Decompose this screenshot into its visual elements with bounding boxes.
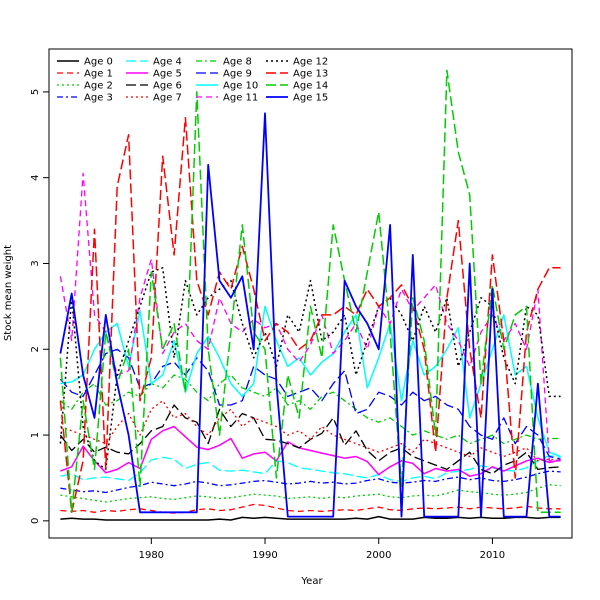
series-line-age-15 bbox=[59, 112, 561, 518]
series-line-age-3 bbox=[60, 470, 561, 494]
series-line-age-11 bbox=[59, 172, 561, 462]
series-line-age-12 bbox=[59, 267, 561, 471]
x-tick-label: 2000 bbox=[366, 550, 391, 561]
series-line-age-2 bbox=[60, 484, 561, 503]
y-tick-label: 2 bbox=[30, 346, 41, 352]
legend-label: Age 13 bbox=[293, 69, 328, 80]
legend-label: Age 4 bbox=[153, 57, 182, 68]
x-axis-title: Year bbox=[300, 576, 323, 587]
legend-label: Age 0 bbox=[84, 57, 113, 68]
legend-label: Age 11 bbox=[223, 93, 258, 104]
legend-label: Age 8 bbox=[223, 57, 252, 68]
legend-label: Age 3 bbox=[84, 93, 113, 104]
y-tick-label: 1 bbox=[30, 432, 41, 438]
y-axis-title: Stock mean weight bbox=[3, 245, 14, 341]
series-layer bbox=[59, 69, 561, 521]
y-tick-label: 5 bbox=[30, 89, 41, 95]
series-line-age-13 bbox=[59, 116, 561, 514]
legend-label: Age 9 bbox=[223, 69, 252, 80]
series-line-age-0 bbox=[60, 515, 561, 521]
legend-label: Age 10 bbox=[223, 81, 258, 92]
series-line-age-4 bbox=[60, 454, 561, 483]
legend-label: Age 14 bbox=[293, 81, 328, 92]
legend-label: Age 6 bbox=[153, 81, 182, 92]
axes-layer: 1980 1990 2000 2010 0 1 2 3 4 5 bbox=[30, 89, 505, 561]
y-tick-label: 4 bbox=[30, 174, 41, 180]
legend-label: Age 12 bbox=[293, 57, 328, 68]
series-line-age-14 bbox=[59, 69, 561, 514]
legend-label: Age 1 bbox=[84, 69, 113, 80]
legend-label: Age 5 bbox=[153, 69, 182, 80]
plot-frame bbox=[48, 48, 573, 539]
x-tick-label: 1990 bbox=[252, 550, 277, 561]
legend-label: Age 7 bbox=[153, 93, 182, 104]
series-line-age-1 bbox=[60, 503, 561, 514]
series-line-age-5 bbox=[60, 425, 561, 477]
legend-label: Age 15 bbox=[293, 93, 328, 104]
y-tick-label: 3 bbox=[30, 260, 41, 266]
x-tick-label: 1980 bbox=[139, 550, 164, 561]
y-tick-label: 0 bbox=[30, 518, 41, 524]
legend-label: Age 2 bbox=[84, 81, 113, 92]
x-tick-label: 2010 bbox=[480, 550, 505, 561]
